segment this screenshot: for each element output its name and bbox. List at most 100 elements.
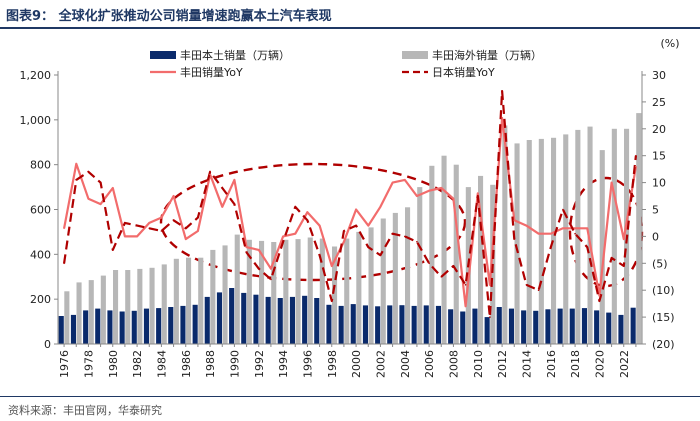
figure-title: 图表9： 全球化扩张推动公司销量增速跑赢本土汽车表现 <box>6 9 332 24</box>
bar-domestic-2004 <box>399 305 405 344</box>
bar-overseas-1999 <box>344 238 350 344</box>
x-tick-label-2018: 2018 <box>569 350 582 378</box>
point-toyota-yoy-2007 <box>440 187 443 189</box>
y-left-tick-label: 0 <box>44 338 51 351</box>
point-japan-yoy-1990 <box>233 203 236 205</box>
bar-domestic-2012 <box>496 307 502 344</box>
point-toyota-yoy-1979 <box>99 203 102 205</box>
bar-overseas-2013 <box>514 143 520 344</box>
point-toyota-yoy-2006 <box>428 189 430 192</box>
bar-domestic-2011 <box>484 317 490 344</box>
point-toyota-yoy-1984 <box>160 216 163 219</box>
bar-domestic-1977 <box>70 314 76 344</box>
point-japan-yoy-1989 <box>221 187 224 189</box>
point-japan-yoy-1981 <box>124 222 126 224</box>
bar-overseas-2007 <box>441 155 447 344</box>
bar-overseas-2012 <box>502 125 508 345</box>
bar-domestic-1988 <box>204 296 210 344</box>
bar-overseas-1997 <box>319 238 325 344</box>
y-left-tick-label: 1,000 <box>20 114 52 127</box>
point-japan-yoy-1992 <box>258 267 260 270</box>
x-tick-label-2020: 2020 <box>593 350 606 378</box>
point-japan-yoy-1987 <box>197 216 199 219</box>
y-left-tick-label: 400 <box>30 248 51 261</box>
point-toyota-yoy-1988 <box>209 173 211 176</box>
point-toyota-yoy-1998 <box>331 265 333 267</box>
y-left-tick-label: 1,200 <box>20 69 52 82</box>
bar-domestic-2008 <box>448 309 454 344</box>
bar-overseas-2015 <box>538 138 544 344</box>
bar-overseas-1996 <box>307 237 313 344</box>
bar-domestic-2005 <box>411 305 417 344</box>
x-tick-label-1988: 1988 <box>204 350 217 378</box>
point-toyota-yoy-2016 <box>550 232 552 235</box>
point-japan-yoy-2003 <box>391 232 394 235</box>
legend-label-toyota-yoy: 丰田销量YoY <box>180 65 243 79</box>
axes: 0 200 400 600 800 1,000 1,200 30 25 20 15 10 5 0 (5) (1… <box>20 37 680 378</box>
point-toyota-yoy-1986 <box>185 238 187 240</box>
bar-domestic-1994 <box>277 298 283 344</box>
point-japan-yoy-2010 <box>477 195 479 197</box>
point-toyota-yoy-1978 <box>87 197 90 200</box>
bar-domestic-2020 <box>594 310 600 344</box>
bar-overseas-1987 <box>198 257 204 344</box>
bar-overseas-1984 <box>161 264 167 344</box>
legend: 丰田本土销量（万辆） 丰田海外销量（万辆） 丰田销量YoY 日本销量YoY <box>150 48 542 79</box>
point-toyota-yoy-2000 <box>355 208 357 211</box>
bar-domestic-2001 <box>362 305 368 344</box>
point-japan-yoy-2018 <box>574 232 576 235</box>
bar-overseas-1995 <box>295 239 301 344</box>
point-toyota-yoy-2018 <box>574 227 576 230</box>
point-japan-yoy-1993 <box>270 278 272 281</box>
point-toyota-yoy-2003 <box>391 181 394 184</box>
point-toyota-yoy-2010 <box>477 192 479 195</box>
x-tick-label-1998: 1998 <box>326 350 339 378</box>
bar-domestic-1976 <box>58 316 64 344</box>
bar-domestic-1987 <box>192 304 198 344</box>
point-japan-yoy-1983 <box>148 227 151 230</box>
point-toyota-yoy-1990 <box>233 179 236 181</box>
bar-overseas-2005 <box>417 187 423 344</box>
line-toyota-yoy <box>63 116 637 308</box>
point-japan-yoy-1988 <box>209 171 211 173</box>
point-toyota-yoy-2001 <box>367 224 370 227</box>
point-toyota-yoy-1985 <box>172 195 175 197</box>
legend-label-domestic: 丰田本土销量（万辆） <box>180 48 290 62</box>
bar-overseas-2017 <box>563 134 569 344</box>
point-japan-yoy-1976 <box>63 262 65 265</box>
bar-overseas-1988 <box>210 249 216 344</box>
x-tick-label-1976: 1976 <box>58 350 71 378</box>
point-japan-yoy-2021 <box>610 257 613 259</box>
bar-overseas-2008 <box>453 164 459 344</box>
bar-domestic-1995 <box>289 296 295 344</box>
y-left-tick-label: 600 <box>30 204 51 217</box>
point-japan-yoy-1999 <box>343 230 345 232</box>
legend-swatch-domestic <box>150 51 176 59</box>
bar-domestic-1982 <box>131 310 137 344</box>
x-tick-label-2002: 2002 <box>374 350 387 378</box>
bar-overseas-1982 <box>137 268 143 344</box>
point-japan-yoy-2002 <box>379 254 382 256</box>
bar-domestic-1989 <box>216 292 222 344</box>
bar-domestic-2013 <box>508 308 514 344</box>
point-japan-yoy-2006 <box>428 262 430 265</box>
y-right-tick-label: 30 <box>652 69 666 82</box>
point-toyota-yoy-1989 <box>221 206 224 208</box>
point-toyota-yoy-1995 <box>294 232 297 235</box>
point-toyota-yoy-1980 <box>112 187 114 189</box>
point-toyota-yoy-2021 <box>610 181 613 184</box>
x-tick-label-1990: 1990 <box>228 350 241 378</box>
point-toyota-yoy-1997 <box>318 224 321 227</box>
bar-overseas-2021 <box>611 128 617 344</box>
line-layer <box>63 89 637 319</box>
bar-domestic-1985 <box>168 307 174 344</box>
bar-overseas-1989 <box>222 245 228 344</box>
bar-overseas-1981 <box>125 270 131 344</box>
bar-domestic-2018 <box>569 308 575 344</box>
x-tick-label-2014: 2014 <box>520 350 533 378</box>
point-toyota-yoy-1982 <box>136 235 138 238</box>
point-japan-yoy-1995 <box>294 206 297 208</box>
point-toyota-yoy-1999 <box>343 241 345 243</box>
point-japan-yoy-1984 <box>160 230 163 232</box>
